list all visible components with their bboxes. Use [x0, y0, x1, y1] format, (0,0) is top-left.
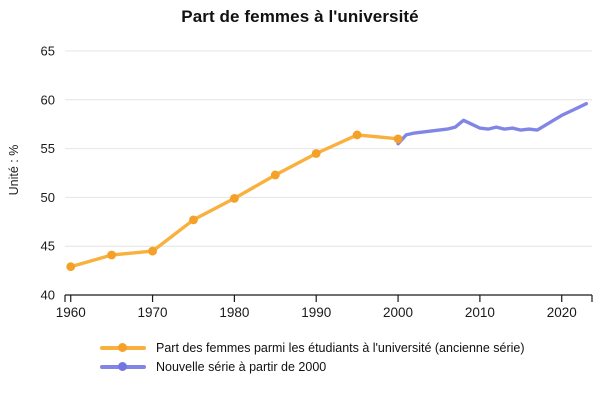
legend-item-nouvelle-serie: Nouvelle série à partir de 2000 [100, 359, 525, 374]
y-tick-label: 50 [41, 190, 55, 205]
series-marker [270, 170, 280, 180]
series-marker [352, 130, 362, 140]
x-tick-label: 2000 [383, 305, 413, 320]
y-tick-label: 60 [41, 92, 55, 107]
chart-svg: 40 45 50 55 60 65 1960 1970 1980 1990 2000 2010 2020 [41, 44, 593, 320]
legend-item-ancienne-serie: Part des femmes parmi les étudiants à l'… [100, 340, 525, 355]
x-tick-label: 1970 [138, 305, 168, 320]
legend-label: Nouvelle série à partir de 2000 [156, 359, 327, 374]
y-tick-label: 40 [41, 288, 55, 303]
legend-swatch-purple [100, 362, 146, 371]
series-marker [189, 215, 198, 225]
series-marker [229, 193, 239, 203]
legend-label: Part des femmes parmi les étudiants à l'… [156, 340, 525, 355]
series-marker [107, 250, 117, 260]
series-marker [66, 262, 76, 272]
legend-dot-icon [118, 343, 127, 352]
legend-swatch-orange [100, 343, 146, 352]
x-tick-label: 1980 [219, 305, 249, 320]
series-marker [311, 149, 321, 158]
series-line-1 [396, 102, 588, 146]
x-tick-label: 1960 [56, 305, 86, 320]
x-tick-label: 2020 [547, 305, 577, 320]
chart-title: Part de femmes à l'université [181, 7, 419, 26]
series-marker [148, 246, 157, 256]
y-tick-label: 65 [41, 44, 55, 59]
y-tick-label: 55 [41, 141, 55, 156]
x-tick-label: 2010 [465, 305, 495, 320]
x-tick-label: 1990 [301, 305, 331, 320]
series-marker [393, 134, 403, 144]
y-tick-label: 45 [41, 239, 55, 254]
legend-dot-icon [118, 362, 127, 371]
chart-legend: Part des femmes parmi les étudiants à l'… [100, 340, 525, 374]
